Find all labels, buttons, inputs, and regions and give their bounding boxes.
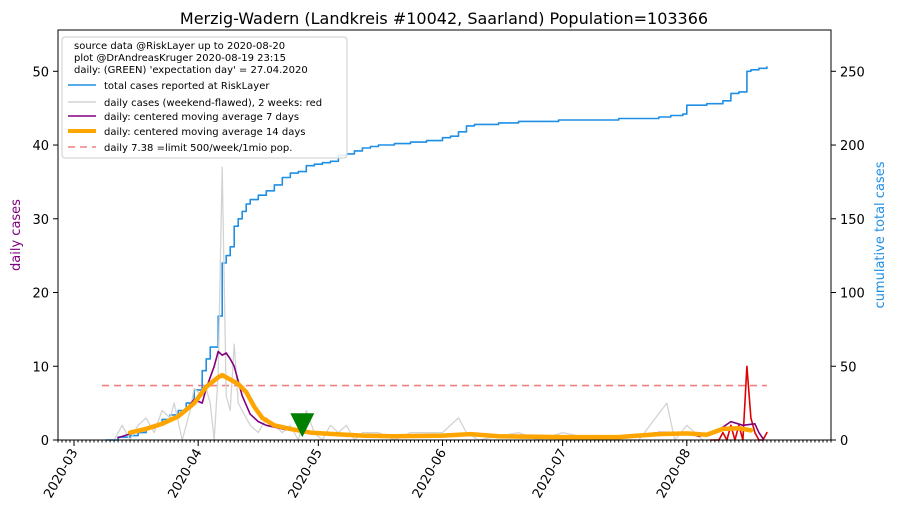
- daily-cases-recent-line: [709, 365, 768, 441]
- ma14-line: [127, 372, 754, 440]
- legend-header-plot: plot @DrAndreasKruger 2020-08-19 23:15: [74, 53, 286, 64]
- right-axis: 0 50 100 150 200 250: [831, 65, 865, 449]
- left-tick-label: 40: [32, 139, 49, 154]
- legend-box: [61, 36, 348, 159]
- x-tick-label: 2020-06: [410, 447, 450, 502]
- right-tick-label: 250: [840, 65, 865, 80]
- right-axis-label: cumulative total cases: [873, 161, 888, 308]
- total-cases-line: [105, 66, 768, 441]
- chart-title: Merzig-Wadern (Landkreis #10042, Saarlan…: [180, 9, 708, 28]
- plot-frame: [57, 29, 832, 441]
- x-tick-label: 2020-04: [165, 447, 205, 502]
- legend-header-expectation: daily: (GREEN) 'expectation day' = 27.04…: [74, 65, 308, 76]
- legend-label-ma14: daily: centered moving average 14 days: [104, 127, 305, 138]
- left-tick-label: 10: [32, 360, 49, 375]
- right-tick-label: 200: [840, 139, 865, 154]
- x-axis: 2020-03 2020-04 2020-05 2020-06 2020-07 2020-…: [41, 440, 832, 502]
- legend-label-total: total cases reported at RiskLayer: [104, 81, 270, 92]
- legend-header-source: source data @RiskLayer up to 2020-08-20: [74, 41, 285, 52]
- x-tick-label: 2020-05: [286, 447, 326, 502]
- expectation-day-marker: [290, 413, 315, 438]
- right-tick-label: 150: [840, 213, 865, 228]
- legend-label-limit: daily 7.38 =limit 500/week/1mio pop.: [104, 143, 292, 154]
- left-tick-label: 30: [32, 213, 49, 228]
- left-axis: 0 10 20 30 40 50: [32, 65, 58, 449]
- legend-label-ma7: daily: centered moving average 7 days: [104, 112, 299, 123]
- right-tick-label: 0: [840, 434, 848, 449]
- left-tick-label: 50: [32, 65, 49, 80]
- x-tick-label: 2020-08: [654, 447, 694, 502]
- left-axis-label: daily cases: [9, 199, 24, 271]
- x-tick-label: 2020-03: [41, 447, 81, 502]
- legend: source data @RiskLayer up to 2020-08-20 …: [61, 36, 348, 159]
- left-tick-label: 0: [41, 434, 49, 449]
- x-tick-label: 2020-07: [530, 447, 570, 502]
- plot-area: [102, 66, 768, 441]
- right-tick-label: 100: [840, 287, 865, 302]
- legend-label-daily: daily cases (weekend-flawed), 2 weeks: r…: [104, 98, 322, 109]
- right-tick-label: 50: [840, 360, 857, 375]
- left-tick-label: 20: [32, 287, 49, 302]
